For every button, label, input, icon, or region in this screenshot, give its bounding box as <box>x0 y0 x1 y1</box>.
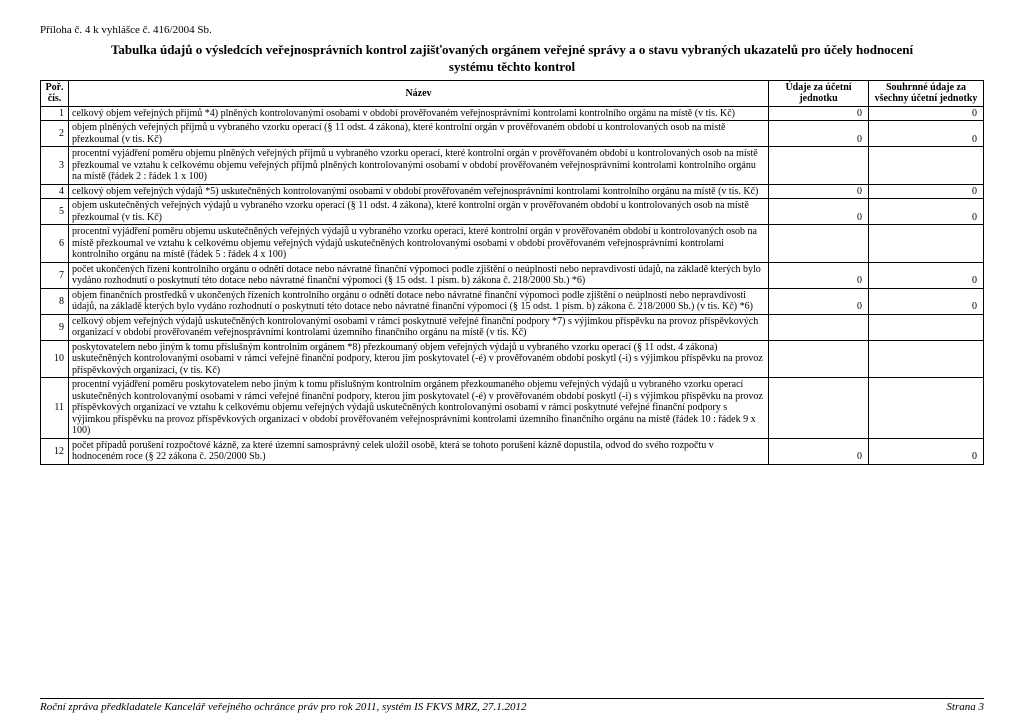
document-title: Tabulka údajů o výsledcích veřejnosprávn… <box>40 42 984 76</box>
row-number: 9 <box>41 314 69 340</box>
title-line-2: systému těchto kontrol <box>449 59 575 74</box>
row-desc: celkový objem veřejných výdajů *5) uskut… <box>69 184 769 199</box>
table-body: 1 celkový objem veřejných příjmů *4) pln… <box>41 106 984 464</box>
row-val1: 0 <box>769 262 869 288</box>
row-number: 3 <box>41 147 69 185</box>
table-row: 3 procentní vyjádření poměru objemu plně… <box>41 147 984 185</box>
col-header-number: Poř. čís. <box>41 80 69 106</box>
row-desc: počet ukončených řízení kontrolního orgá… <box>69 262 769 288</box>
table-row: 1 celkový objem veřejných příjmů *4) pln… <box>41 106 984 121</box>
row-val1: 0 <box>769 288 869 314</box>
table-row: 5 objem uskutečněných veřejných výdajů u… <box>41 199 984 225</box>
table-row: 8 objem finančních prostředků v ukončený… <box>41 288 984 314</box>
row-number: 6 <box>41 225 69 263</box>
row-val2: 0 <box>869 106 984 121</box>
row-number: 7 <box>41 262 69 288</box>
row-val2 <box>869 340 984 378</box>
table-row: 11 procentní vyjádření poměru poskytovat… <box>41 378 984 439</box>
row-val2: 0 <box>869 438 984 464</box>
row-desc: počet případů porušení rozpočtové kázně,… <box>69 438 769 464</box>
row-val1: 0 <box>769 106 869 121</box>
row-val2: 0 <box>869 262 984 288</box>
row-val2: 0 <box>869 199 984 225</box>
row-number: 10 <box>41 340 69 378</box>
col-header-name: Název <box>69 80 769 106</box>
table-row: 12 počet případů porušení rozpočtové káz… <box>41 438 984 464</box>
row-desc: procentní vyjádření poměru objemu uskute… <box>69 225 769 263</box>
title-line-1: Tabulka údajů o výsledcích veřejnosprávn… <box>111 42 913 57</box>
row-desc: procentní vyjádření poměru poskytovatele… <box>69 378 769 439</box>
header-reference: Příloha č. 4 k vyhlášce č. 416/2004 Sb. <box>40 24 984 36</box>
row-number: 2 <box>41 121 69 147</box>
table-row: 2 objem plněných veřejných příjmů u vybr… <box>41 121 984 147</box>
row-val2 <box>869 378 984 439</box>
row-desc: procentní vyjádření poměru objemu plněný… <box>69 147 769 185</box>
row-number: 12 <box>41 438 69 464</box>
table-row: 4 celkový objem veřejných výdajů *5) usk… <box>41 184 984 199</box>
row-val1: 0 <box>769 121 869 147</box>
col-header-summary: Souhrnné údaje za všechny účetní jednotk… <box>869 80 984 106</box>
footer-left: Roční zpráva předkladatele Kancelář veře… <box>40 701 527 713</box>
table-row: 10 poskytovatelem nebo jiným k tomu přís… <box>41 340 984 378</box>
row-number: 4 <box>41 184 69 199</box>
row-val1 <box>769 147 869 185</box>
row-desc: celkový objem veřejných příjmů *4) plněn… <box>69 106 769 121</box>
row-desc: objem finančních prostředků v ukončených… <box>69 288 769 314</box>
row-val2 <box>869 225 984 263</box>
row-val1 <box>769 378 869 439</box>
row-desc: poskytovatelem nebo jiným k tomu přísluš… <box>69 340 769 378</box>
footer-right: Strana 3 <box>946 701 984 713</box>
row-desc: celkový objem veřejných výdajů uskutečně… <box>69 314 769 340</box>
page-footer: Roční zpráva předkladatele Kancelář veře… <box>40 698 984 713</box>
table-row: 7 počet ukončených řízení kontrolního or… <box>41 262 984 288</box>
row-val1: 0 <box>769 438 869 464</box>
row-number: 5 <box>41 199 69 225</box>
row-val1 <box>769 314 869 340</box>
row-val2: 0 <box>869 184 984 199</box>
table-row: 9 celkový objem veřejných výdajů uskuteč… <box>41 314 984 340</box>
col-header-unit: Údaje za účetní jednotku <box>769 80 869 106</box>
row-number: 11 <box>41 378 69 439</box>
row-desc: objem plněných veřejných příjmů u vybran… <box>69 121 769 147</box>
row-val2: 0 <box>869 288 984 314</box>
row-val1: 0 <box>769 184 869 199</box>
document-page: Příloha č. 4 k vyhlášce č. 416/2004 Sb. … <box>0 0 1024 725</box>
row-number: 1 <box>41 106 69 121</box>
row-val1 <box>769 225 869 263</box>
table-header-row: Poř. čís. Název Údaje za účetní jednotku… <box>41 80 984 106</box>
table-row: 6 procentní vyjádření poměru objemu usku… <box>41 225 984 263</box>
row-val2: 0 <box>869 121 984 147</box>
row-number: 8 <box>41 288 69 314</box>
row-val1 <box>769 340 869 378</box>
row-val2 <box>869 147 984 185</box>
row-desc: objem uskutečněných veřejných výdajů u v… <box>69 199 769 225</box>
row-val2 <box>869 314 984 340</box>
row-val1: 0 <box>769 199 869 225</box>
data-table: Poř. čís. Název Údaje za účetní jednotku… <box>40 80 984 465</box>
